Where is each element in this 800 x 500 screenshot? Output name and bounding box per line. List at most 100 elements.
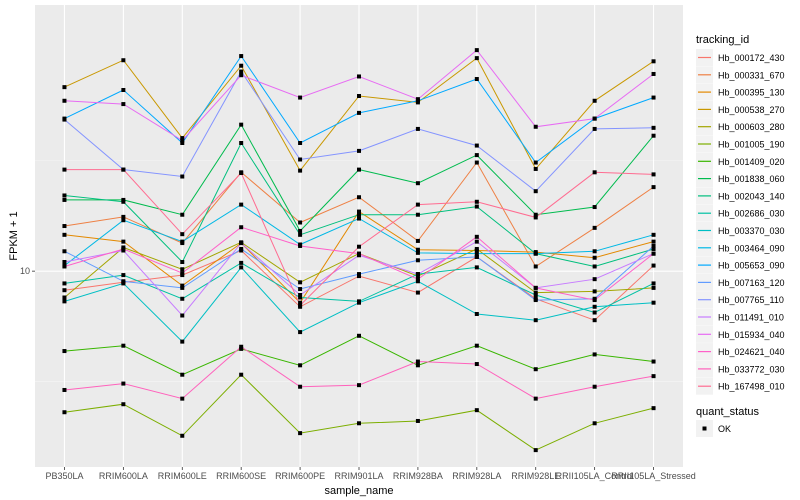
data-point (121, 246, 126, 251)
data-point (62, 387, 67, 392)
legend-item: Hb_000603_280 (696, 118, 785, 136)
data-point (180, 260, 185, 265)
data-point (533, 212, 538, 217)
data-point (474, 160, 479, 165)
data-point (121, 239, 126, 244)
data-point (357, 195, 361, 200)
data-point (298, 384, 303, 389)
data-point (298, 293, 303, 298)
data-point (121, 214, 126, 219)
data-point (474, 254, 479, 259)
data-point (121, 167, 126, 172)
legend-label: Hb_001409_020 (718, 157, 785, 167)
data-point (474, 251, 479, 256)
x-tick-label: RRII105LA_Stressed (611, 471, 696, 481)
y-axis: 10 (20, 266, 35, 276)
data-point (239, 246, 244, 251)
data-point (415, 238, 420, 243)
data-point (415, 250, 420, 255)
data-point (474, 246, 479, 251)
data-point (474, 56, 479, 61)
data-point (651, 185, 656, 190)
data-point (121, 279, 126, 284)
data-point (533, 367, 538, 372)
y-tick-label: 10 (20, 266, 30, 276)
data-point (239, 171, 244, 176)
data-point (357, 244, 361, 249)
data-point (357, 110, 361, 115)
data-point (474, 199, 479, 204)
data-point (121, 381, 126, 386)
data-point (298, 295, 303, 300)
x-tick-label: RRII105LA_Control (556, 471, 634, 481)
legend-label: Hb_007765_110 (718, 295, 784, 305)
data-point (62, 288, 67, 293)
data-point (474, 362, 479, 367)
data-point (239, 69, 244, 74)
legend-item: Hb_000172_430 (696, 49, 785, 66)
data-point (62, 260, 67, 265)
data-point (415, 126, 420, 131)
data-point (298, 157, 303, 162)
data-point (62, 117, 67, 122)
legend-item: Hb_000331_670 (696, 66, 785, 84)
data-point (239, 265, 244, 270)
data-point (592, 205, 597, 210)
data-point (415, 418, 420, 423)
legend-label: Hb_002043_140 (718, 191, 785, 201)
legend-item: Hb_001409_020 (696, 152, 785, 170)
data-point (298, 243, 303, 248)
data-point (180, 267, 185, 272)
legend-label: Hb_011491_010 (718, 313, 784, 323)
data-point (239, 241, 244, 246)
data-point (180, 232, 185, 237)
data-point (592, 170, 597, 175)
x-tick-label: RRIM901LA (334, 471, 383, 481)
x-axis: PB350LA RRIM600LA RRIM600LE RRIM600SE RRIM60… (45, 467, 696, 481)
legend-item: Hb_001005_190 (696, 135, 785, 153)
x-tick-label: RRIM928BA (393, 471, 443, 481)
legend-item: Hb_005653_090 (696, 256, 785, 274)
data-point (239, 63, 244, 68)
legend-item: Hb_011491_010 (696, 308, 784, 326)
data-point (357, 148, 361, 153)
data-point (357, 74, 361, 79)
data-point (357, 421, 361, 426)
data-point (121, 218, 126, 223)
data-point (180, 140, 185, 145)
x-tick-label: RRIM600LE (158, 471, 207, 481)
data-point (357, 216, 361, 221)
data-point (592, 310, 597, 315)
legend-item: Hb_007765_110 (696, 291, 784, 309)
data-point (62, 299, 67, 304)
data-point (180, 212, 185, 217)
data-point (62, 167, 67, 172)
legend-item: Hb_007163_120 (696, 273, 785, 291)
data-point (651, 246, 656, 251)
data-point (415, 359, 420, 364)
data-point (357, 167, 361, 172)
legend-item: Hb_003464_090 (696, 239, 785, 257)
data-point (121, 102, 126, 107)
data-point (62, 410, 67, 415)
data-point (533, 189, 538, 194)
data-point (298, 280, 303, 285)
data-point (415, 363, 420, 368)
data-point (180, 271, 185, 276)
data-point (239, 202, 244, 207)
shape-legend-title: quant_status (696, 406, 759, 418)
data-point (298, 168, 303, 173)
data-point (474, 204, 479, 209)
data-point (180, 396, 185, 401)
legend-label: Hb_000395_130 (718, 88, 785, 98)
data-point (533, 396, 538, 401)
data-points (62, 48, 656, 453)
data-point (592, 116, 597, 121)
y-axis-title: FPKM + 1 (8, 211, 20, 260)
data-point (415, 181, 420, 186)
data-point (239, 372, 244, 377)
data-point (592, 277, 597, 282)
legend-label: Hb_001838_060 (718, 174, 785, 184)
data-point (533, 293, 538, 298)
data-point (62, 281, 67, 286)
